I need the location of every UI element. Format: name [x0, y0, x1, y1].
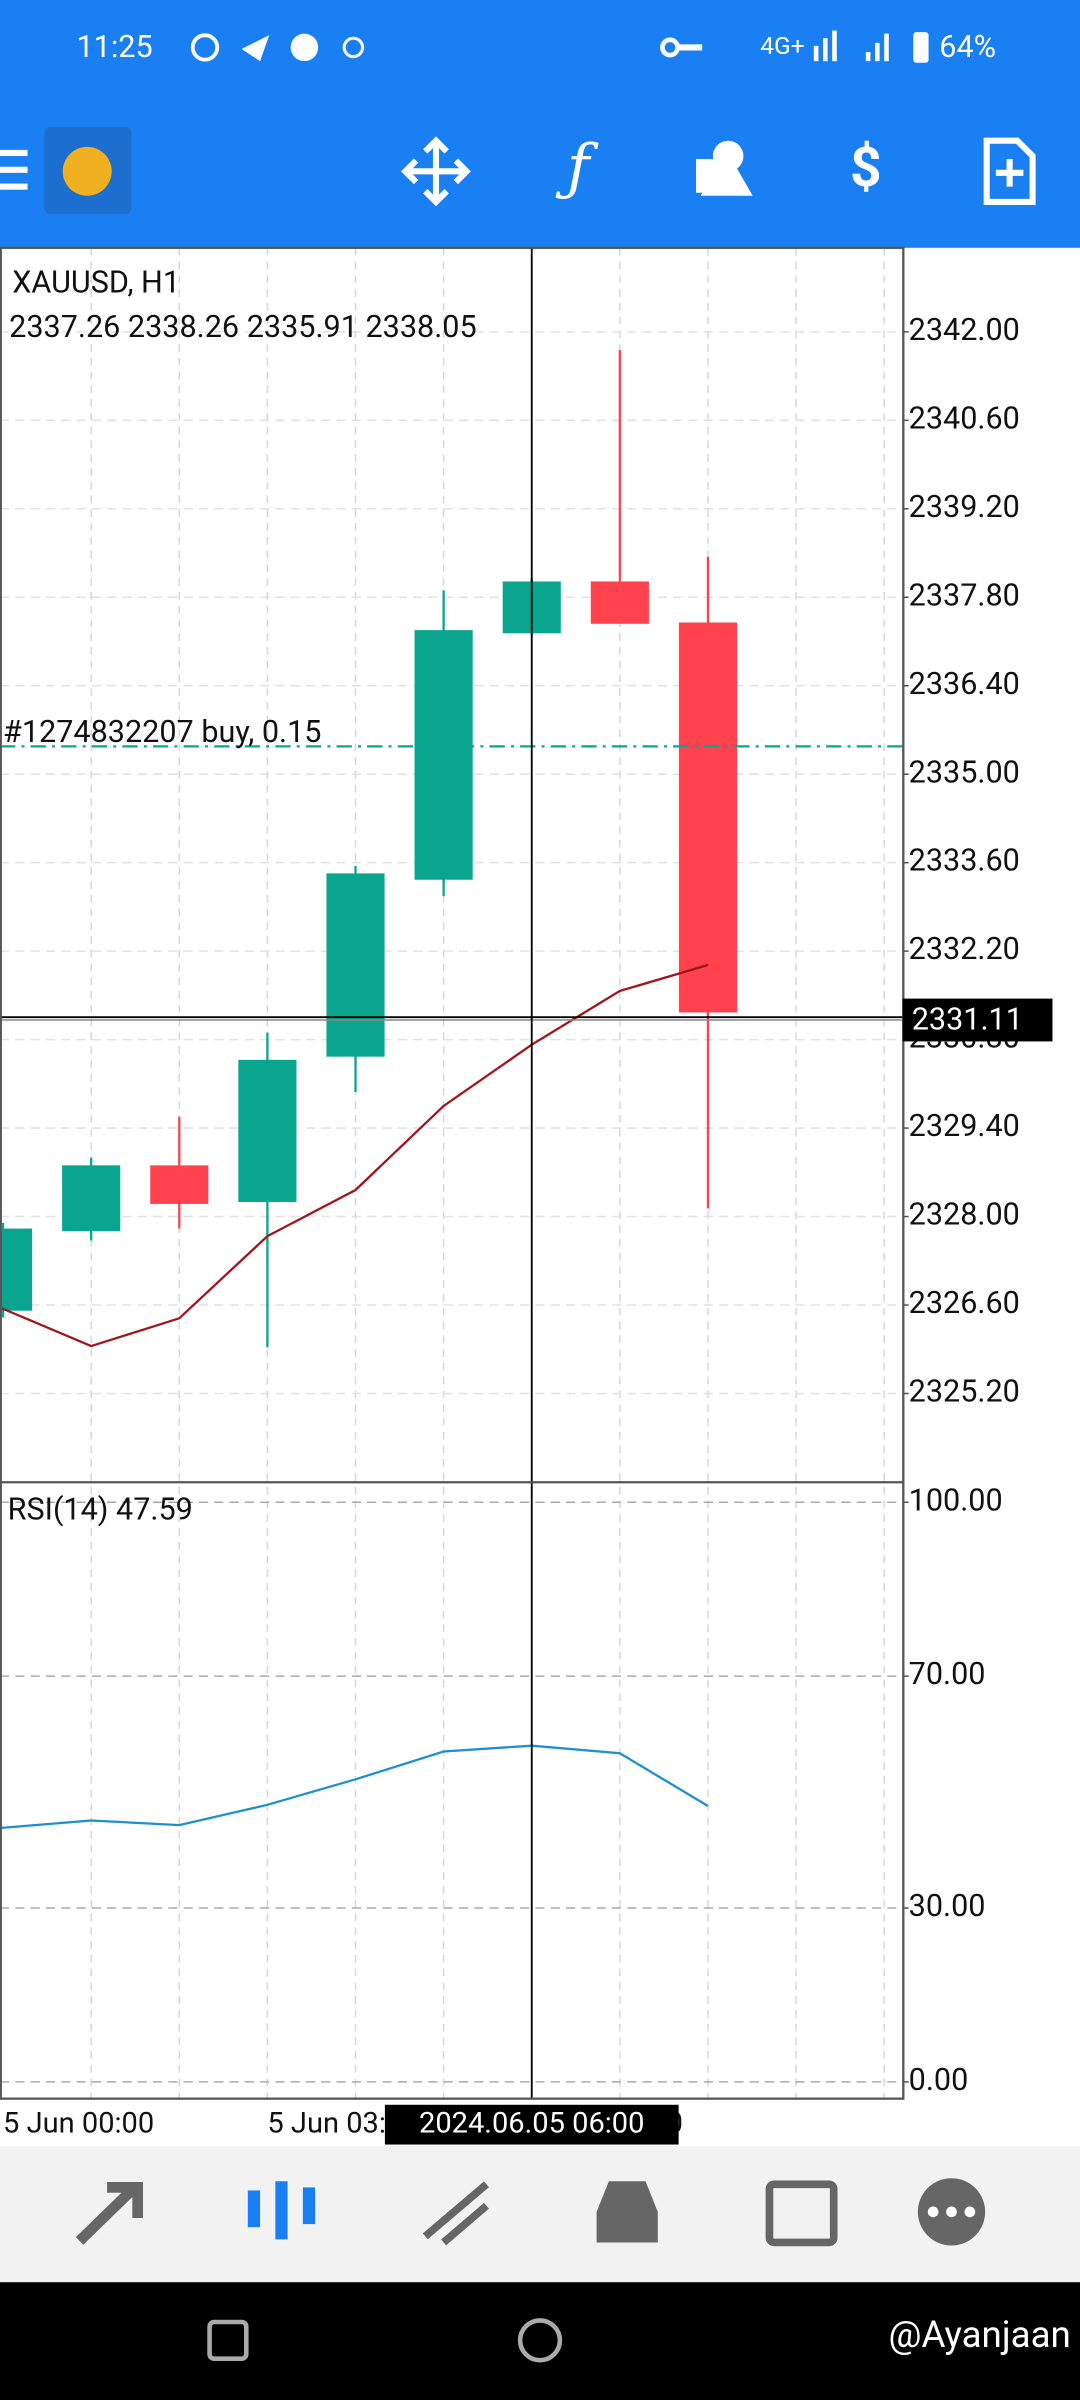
- y-tick-label: 2342.00: [909, 313, 1020, 348]
- bid-tag: [902, 998, 1053, 1042]
- axes: 2325.202326.602328.002329.402330.802332.…: [0, 246, 1053, 2145]
- chart-tab[interactable]: [247, 2181, 316, 2240]
- moving-average: [0, 963, 709, 1348]
- recents-button[interactable]: [207, 2319, 249, 2361]
- crosshair-label: 2024.06.05 06:00: [419, 2106, 644, 2140]
- y-tick-label: 2336.40: [909, 667, 1020, 702]
- chart-subtitle: 2337.26 2338.26 2335.91 2338.05: [9, 310, 476, 345]
- y-tick-label: 2325.20: [909, 1375, 1020, 1410]
- app-header: [0, 0, 1080, 248]
- status-network: 4G+: [760, 31, 804, 60]
- y-tick-label: 2333.60: [909, 844, 1020, 879]
- objects-tool[interactable]: [696, 140, 753, 196]
- battery-icon: [913, 32, 929, 63]
- y-tick-label: 2332.20: [909, 932, 1020, 967]
- history-tab[interactable]: [596, 2181, 658, 2243]
- menu-button[interactable]: [0, 149, 28, 190]
- plot-frame: [0, 246, 905, 2100]
- candle-body: [62, 1165, 121, 1232]
- status-time: 11:25: [76, 30, 152, 65]
- order-label: #1274832207 buy, 0.15: [3, 715, 321, 750]
- trade-tool[interactable]: $: [850, 136, 882, 200]
- bottom-nav: [0, 2146, 1080, 2283]
- new-order-tool[interactable]: [983, 137, 1036, 205]
- candle-body: [678, 622, 738, 1013]
- home-button[interactable]: [517, 2318, 563, 2363]
- trade-tab[interactable]: [422, 2181, 489, 2246]
- quotes-tab[interactable]: [75, 2182, 144, 2245]
- y-tick-label: 2335.00: [909, 755, 1020, 790]
- y-tick-label: 2328.00: [909, 1198, 1020, 1233]
- rsi-line: [0, 1744, 709, 1830]
- bid-label: 2331.11: [912, 1003, 1023, 1038]
- news-tab[interactable]: [765, 2180, 838, 2247]
- toolbar: ƒ $: [0, 126, 1036, 215]
- y-tick-label: 100.00: [909, 1483, 1003, 1518]
- y-tick-label: 30.00: [909, 1889, 986, 1924]
- crosshair-tag: [384, 2104, 679, 2145]
- y-tick-label: 0.00: [909, 2063, 969, 2098]
- chart-title: RSI(14) 47.59: [8, 1492, 193, 1527]
- candle-body: [0, 1228, 33, 1311]
- candle-body: [150, 1165, 209, 1204]
- y-tick-label: 2339.20: [909, 490, 1020, 525]
- y-tick-label: 2337.80: [909, 578, 1020, 613]
- y-tick-label: 70.00: [909, 1657, 986, 1692]
- status-battery: 64%: [939, 30, 996, 65]
- logo-mark: [62, 146, 112, 196]
- watermark: @Ayanjaan: [888, 2313, 1070, 2356]
- candle-body: [414, 630, 473, 880]
- chart-title: XAUUSD, H1: [12, 266, 180, 301]
- crosshair-tool[interactable]: [401, 136, 471, 207]
- system-nav: [0, 2282, 1080, 2400]
- y-tick-label: 2326.60: [909, 1286, 1020, 1321]
- candle-body: [326, 873, 385, 1057]
- y-tick-label: 2329.40: [909, 1109, 1020, 1144]
- candle-body: [238, 1059, 297, 1203]
- y-tick-label: 2340.60: [909, 401, 1020, 436]
- candle-body: [590, 581, 649, 624]
- bottom-nav-icons: [75, 2178, 986, 2247]
- x-tick-label: 5 Jun 00:00: [3, 2106, 154, 2140]
- plot-area: #1274832207 buy, 0.15: [0, 247, 903, 2099]
